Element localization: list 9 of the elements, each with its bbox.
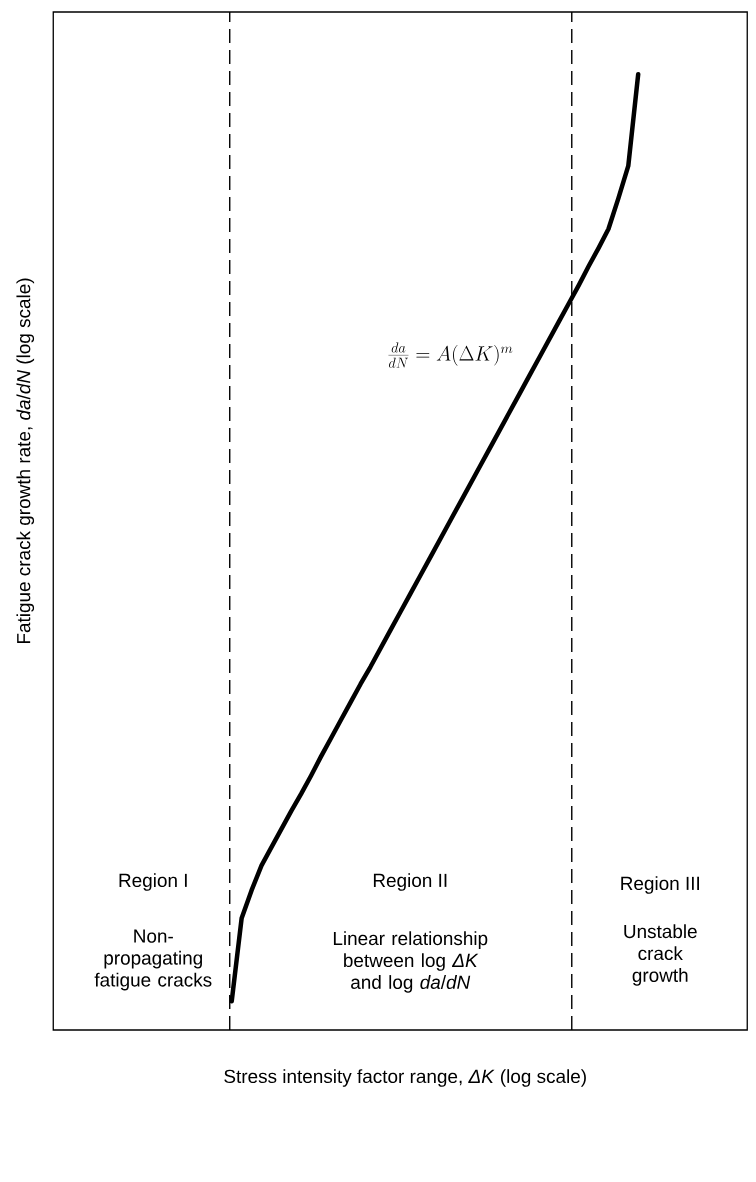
x-axis-title: Stress intensity factor range, ΔK (log scale) bbox=[224, 1069, 586, 1087]
annotation: Region III bbox=[621, 876, 699, 894]
annotation: Region I bbox=[119, 873, 187, 891]
annotation: Region II bbox=[373, 873, 447, 891]
annotation: $\frac{da}{dN} = A(\Delta K)^m$ bbox=[388, 342, 513, 368]
annotation: Unstable crack growth bbox=[624, 924, 697, 986]
y-axis-title: Fatigue crack growth rate, da/dN (log scale) bbox=[16, 278, 34, 644]
annotation: Non-propagating fatigue cracks bbox=[94, 929, 212, 991]
text: Linear relationship between log ΔK and log da/dN bbox=[333, 931, 488, 993]
